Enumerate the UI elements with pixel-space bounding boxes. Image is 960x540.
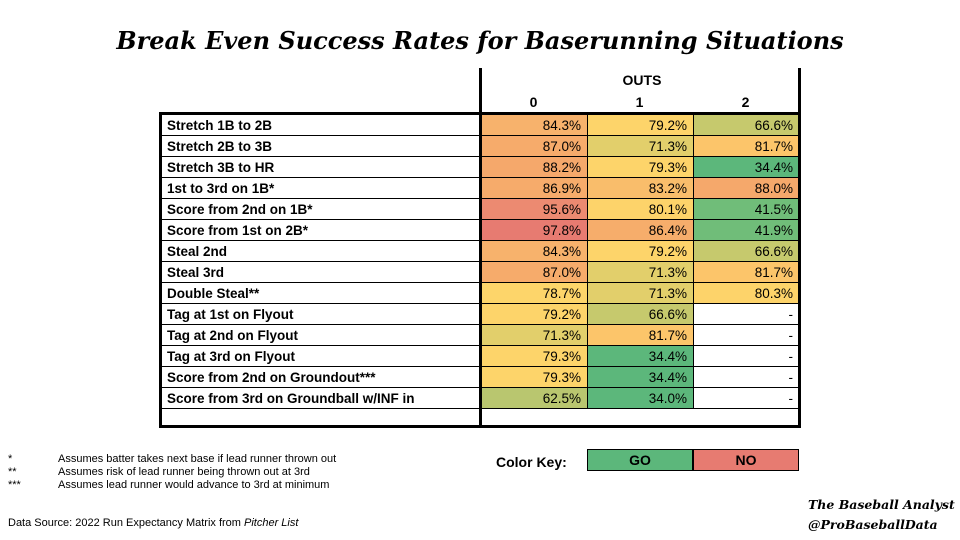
table-row: Stretch 3B to HR 88.2% 79.3% 34.4% (160, 156, 800, 178)
footnote-3: *** Assumes lead runner would advance to… (8, 479, 336, 492)
rate-cell-2-outs: 81.7% (693, 135, 800, 157)
rate-cell-2-outs: 41.5% (693, 198, 800, 220)
rate-cell-0-outs: 84.3% (481, 114, 588, 136)
table-row: 1st to 3rd on 1B* 86.9% 83.2% 88.0% (160, 177, 800, 199)
footnote-text: Assumes risk of lead runner being thrown… (58, 466, 310, 478)
table-row: Tag at 3rd on Flyout 79.3% 34.4% - (160, 345, 800, 367)
source-prefix: Data Source: 2022 Run Expectancy Matrix … (8, 517, 244, 529)
row-label: Score from 2nd on Groundout*** (160, 366, 482, 388)
row-label: Tag at 1st on Flyout (160, 303, 482, 325)
table-row: Tag at 1st on Flyout 79.2% 66.6% - (160, 303, 800, 325)
rate-cell-2-outs: - (693, 387, 800, 409)
row-label: Stretch 1B to 2B (160, 114, 482, 136)
rate-cell-0-outs: 84.3% (481, 240, 588, 262)
footnote-mark: *** (8, 479, 21, 491)
source-publication: Pitcher List (244, 517, 299, 529)
rate-cell-1-outs: 66.6% (587, 303, 694, 325)
footnote-2: ** Assumes risk of lead runner being thr… (8, 466, 336, 479)
rate-cell-2-outs: 88.0% (693, 177, 800, 199)
rate-cell-1-outs: 86.4% (587, 219, 694, 241)
rate-cell-1-outs: 79.3% (587, 156, 694, 178)
rate-cell-0-outs: 87.0% (481, 261, 588, 283)
rate-cell-2-outs: - (693, 324, 800, 346)
rate-cell-0-outs: 79.3% (481, 366, 588, 388)
table-row: Tag at 2nd on Flyout 71.3% 81.7% - (160, 324, 800, 346)
rate-cell-2-outs: - (693, 366, 800, 388)
rate-cell-0-outs: 71.3% (481, 324, 588, 346)
rate-cell-2-outs: 66.6% (693, 114, 800, 136)
rate-cell-2-outs: 34.4% (693, 156, 800, 178)
frame-right-border (798, 68, 801, 428)
row-label: Steal 2nd (160, 240, 482, 262)
row-label: Score from 2nd on 1B* (160, 198, 482, 220)
rate-cell-2-outs: 41.9% (693, 219, 800, 241)
rate-cell-0-outs: 87.0% (481, 135, 588, 157)
frame-left-divider (479, 68, 482, 428)
column-header-0-outs: 0 (529, 94, 538, 110)
table-row: Score from 3rd on Groundball w/INF in 62.… (160, 387, 800, 409)
rate-cell-1-outs: 71.3% (587, 261, 694, 283)
column-header-2-outs: 2 (741, 94, 750, 110)
rate-cell-1-outs: 79.2% (587, 240, 694, 262)
row-label: Tag at 3rd on Flyout (160, 345, 482, 367)
rate-cell-0-outs: 79.3% (481, 345, 588, 367)
frame-table-bottom (160, 425, 801, 428)
rate-cell-0-outs: 88.2% (481, 156, 588, 178)
footnotes: * Assumes batter takes next base if lead… (8, 453, 336, 492)
color-key-go: GO (587, 449, 693, 471)
rate-cell-0-outs: 78.7% (481, 282, 588, 304)
row-label: 1st to 3rd on 1B* (160, 177, 482, 199)
rate-cell-1-outs: 79.2% (587, 114, 694, 136)
rate-cell-0-outs: 97.8% (481, 219, 588, 241)
row-label: Steal 3rd (160, 261, 482, 283)
rate-cell-1-outs: 71.3% (587, 282, 694, 304)
footnote-text: Assumes lead runner would advance to 3rd… (58, 479, 330, 491)
frame-header-divider (160, 112, 801, 115)
table-row: Steal 3rd 87.0% 71.3% 81.7% (160, 261, 800, 283)
row-label: Score from 3rd on Groundball w/INF in (160, 387, 482, 409)
rate-cell-2-outs: 80.3% (693, 282, 800, 304)
rate-cell-1-outs: 34.4% (587, 345, 694, 367)
row-label: Score from 1st on 2B* (160, 219, 482, 241)
rate-cell-0-outs: 86.9% (481, 177, 588, 199)
row-label: Tag at 2nd on Flyout (160, 324, 482, 346)
table-row: Steal 2nd 84.3% 79.2% 66.6% (160, 240, 800, 262)
row-label: Stretch 2B to 3B (160, 135, 482, 157)
rate-cell-1-outs: 34.0% (587, 387, 694, 409)
rate-cell-1-outs: 71.3% (587, 135, 694, 157)
footnote-1: * Assumes batter takes next base if lead… (8, 453, 336, 466)
column-header-1-out: 1 (635, 94, 644, 110)
rate-cell-1-outs: 80.1% (587, 198, 694, 220)
footnote-mark: * (8, 453, 13, 465)
footnote-mark: ** (8, 466, 17, 478)
rate-cell-2-outs: 66.6% (693, 240, 800, 262)
rate-cell-1-outs: 34.4% (587, 366, 694, 388)
author-credit: The Baseball Analyst @ProBaseballData (808, 495, 955, 535)
data-source-note: Data Source: 2022 Run Expectancy Matrix … (8, 517, 298, 529)
rate-cell-0-outs: 95.6% (481, 198, 588, 220)
credit-handle: @ProBaseballData (808, 517, 938, 532)
table-row: Score from 2nd on 1B* 95.6% 80.1% 41.5% (160, 198, 800, 220)
chart-title: Break Even Success Rates for Baserunning… (116, 26, 844, 55)
credit-name: The Baseball Analyst (808, 497, 955, 512)
color-key-label: Color Key: (496, 454, 567, 470)
row-label: Double Steal** (160, 282, 482, 304)
outs-group-header: OUTS (622, 72, 662, 88)
rate-cell-0-outs: 79.2% (481, 303, 588, 325)
rate-cell-2-outs: - (693, 303, 800, 325)
rate-cell-0-outs: 62.5% (481, 387, 588, 409)
color-key-no: NO (693, 449, 799, 471)
frame-table-left (159, 112, 162, 428)
rate-cell-1-outs: 81.7% (587, 324, 694, 346)
row-label: Stretch 3B to HR (160, 156, 482, 178)
footnote-text: Assumes batter takes next base if lead r… (58, 453, 337, 465)
rate-cell-1-outs: 83.2% (587, 177, 694, 199)
rate-cell-2-outs: - (693, 345, 800, 367)
rate-cell-2-outs: 81.7% (693, 261, 800, 283)
